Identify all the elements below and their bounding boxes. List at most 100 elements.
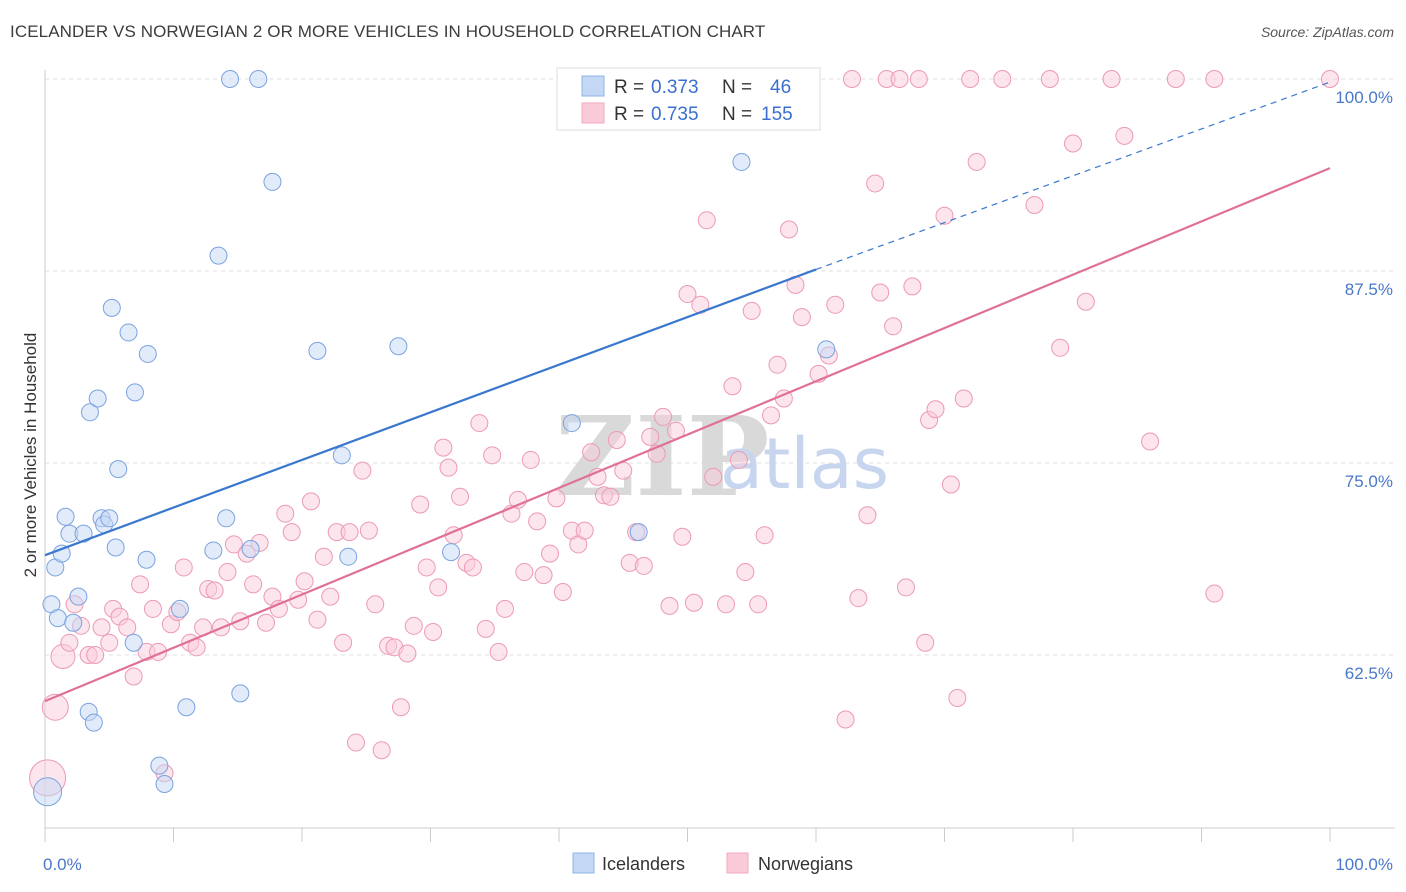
norwegians-point-41 bbox=[301, 492, 320, 511]
icelanders-point-29 bbox=[204, 541, 223, 560]
norwegians-point-147 bbox=[1064, 134, 1082, 153]
chart-title: ICELANDER VS NORWEGIAN 2 OR MORE VEHICLE… bbox=[10, 22, 766, 41]
norwegians-point-97 bbox=[660, 596, 679, 615]
norwegians-point-88 bbox=[601, 487, 620, 506]
norwegians-point-32 bbox=[244, 575, 263, 594]
norwegians-point-55 bbox=[391, 698, 410, 717]
grid-lines bbox=[45, 78, 1395, 656]
norwegians-point-109 bbox=[742, 301, 761, 320]
norwegians-point-153 bbox=[1205, 584, 1224, 603]
norwegians-point-3 bbox=[60, 633, 79, 652]
trend-lines bbox=[44, 81, 1331, 703]
norwegians-point-59 bbox=[417, 558, 436, 577]
icelanders-point-41 bbox=[442, 543, 461, 562]
legend-r-value-icelanders: 0.373 bbox=[651, 77, 699, 98]
norwegians-point-52 bbox=[372, 741, 391, 760]
icelanders-point-23 bbox=[137, 550, 156, 569]
norwegians-point-149 bbox=[1102, 70, 1121, 88]
icelanders-point-34 bbox=[241, 540, 260, 559]
norwegians-point-49 bbox=[353, 461, 372, 480]
norwegians-point-29 bbox=[224, 535, 243, 554]
icelanders-point-31 bbox=[217, 509, 236, 528]
y-tick-label-3: 62.5% bbox=[1345, 664, 1393, 683]
norwegians-point-37 bbox=[276, 504, 295, 523]
norwegians-point-130 bbox=[890, 70, 909, 88]
icelanders-point-32 bbox=[221, 70, 240, 88]
y-tick-label-1: 87.5% bbox=[1345, 280, 1393, 299]
norwegians-point-67 bbox=[463, 558, 482, 577]
norwegians-point-48 bbox=[346, 733, 365, 752]
norwegians-trend-line bbox=[44, 167, 1331, 703]
source-label: Source: ZipAtlas.com bbox=[1260, 24, 1394, 40]
norwegians-point-155 bbox=[1321, 70, 1339, 88]
icelanders-point-0 bbox=[33, 777, 63, 807]
norwegians-point-105 bbox=[717, 595, 736, 614]
icelanders-point-22 bbox=[125, 383, 144, 402]
norwegians-point-65 bbox=[451, 487, 470, 506]
norwegians-point-134 bbox=[916, 633, 935, 652]
norwegians-point-61 bbox=[429, 578, 448, 597]
norwegians-point-148 bbox=[1076, 292, 1095, 311]
norwegians-point-62 bbox=[434, 438, 453, 457]
norwegians-point-70 bbox=[483, 446, 502, 465]
norwegians-point-84 bbox=[575, 521, 594, 540]
norwegians-point-14 bbox=[131, 575, 150, 594]
legend-n-value-icelanders: 46 bbox=[770, 77, 791, 98]
norwegians-point-121 bbox=[826, 295, 845, 314]
norwegians-point-26 bbox=[205, 581, 224, 600]
norwegians-point-7 bbox=[86, 646, 105, 664]
norwegians-point-131 bbox=[896, 578, 915, 597]
icelanders-point-16 bbox=[100, 509, 119, 528]
norwegians-point-110 bbox=[749, 595, 768, 614]
icelanders-point-28 bbox=[177, 698, 196, 717]
bottom-legend-label-norwegians: Norwegians bbox=[758, 854, 853, 874]
icelanders-point-37 bbox=[308, 341, 327, 360]
norwegians-point-79 bbox=[541, 544, 560, 563]
icelanders-point-27 bbox=[170, 599, 189, 618]
icelanders-point-44 bbox=[732, 152, 751, 171]
norwegians-point-129 bbox=[884, 317, 903, 336]
legend-r-value-norwegians: 0.735 bbox=[651, 104, 699, 125]
icelanders-point-43 bbox=[629, 523, 648, 542]
bottom-legend-swatch-norwegians bbox=[726, 852, 749, 874]
norwegians-point-72 bbox=[496, 599, 515, 618]
icelanders-point-33 bbox=[231, 684, 250, 703]
icelanders-trend-line bbox=[44, 268, 817, 557]
icelanders-point-26 bbox=[155, 775, 174, 794]
norwegians-point-34 bbox=[257, 613, 276, 632]
norwegians-point-112 bbox=[762, 406, 781, 425]
icelanders-point-24 bbox=[138, 344, 157, 363]
norwegians-point-133 bbox=[909, 70, 928, 88]
norwegians-point-142 bbox=[967, 152, 986, 171]
norwegians-point-42 bbox=[308, 610, 327, 629]
icelanders-point-30 bbox=[209, 246, 228, 265]
norwegians-point-40 bbox=[295, 572, 314, 591]
norwegians-point-16 bbox=[143, 599, 162, 618]
norwegians-point-137 bbox=[935, 206, 954, 225]
icelanders-point-12 bbox=[84, 713, 103, 732]
icelanders-point-35 bbox=[249, 70, 268, 88]
norwegians-point-56 bbox=[398, 644, 417, 663]
norwegians-point-123 bbox=[842, 70, 861, 88]
norwegians-point-106 bbox=[723, 377, 742, 396]
norwegians-point-46 bbox=[334, 633, 353, 652]
norwegians-point-141 bbox=[961, 70, 980, 88]
legend-n-label-norwegians: N = bbox=[722, 104, 752, 125]
norwegians-point-60 bbox=[424, 622, 443, 641]
icelanders-point-17 bbox=[102, 298, 121, 317]
icelanders-point-45 bbox=[817, 340, 836, 359]
icelanders-point-8 bbox=[69, 587, 88, 606]
norwegians-point-96 bbox=[654, 407, 673, 426]
norwegians-point-136 bbox=[926, 400, 945, 419]
norwegians-point-143 bbox=[993, 70, 1012, 88]
norwegians-point-8 bbox=[92, 618, 111, 637]
norwegians-point-101 bbox=[684, 593, 703, 612]
watermark-atlas: atlas bbox=[720, 423, 889, 505]
norwegians-point-77 bbox=[528, 512, 547, 531]
icelanders-point-42 bbox=[562, 414, 581, 433]
norwegians-point-150 bbox=[1115, 126, 1134, 145]
legend-n-label-icelanders: N = bbox=[722, 77, 752, 98]
legend-swatch-norwegians bbox=[581, 102, 605, 124]
norwegians-point-103 bbox=[697, 211, 716, 230]
